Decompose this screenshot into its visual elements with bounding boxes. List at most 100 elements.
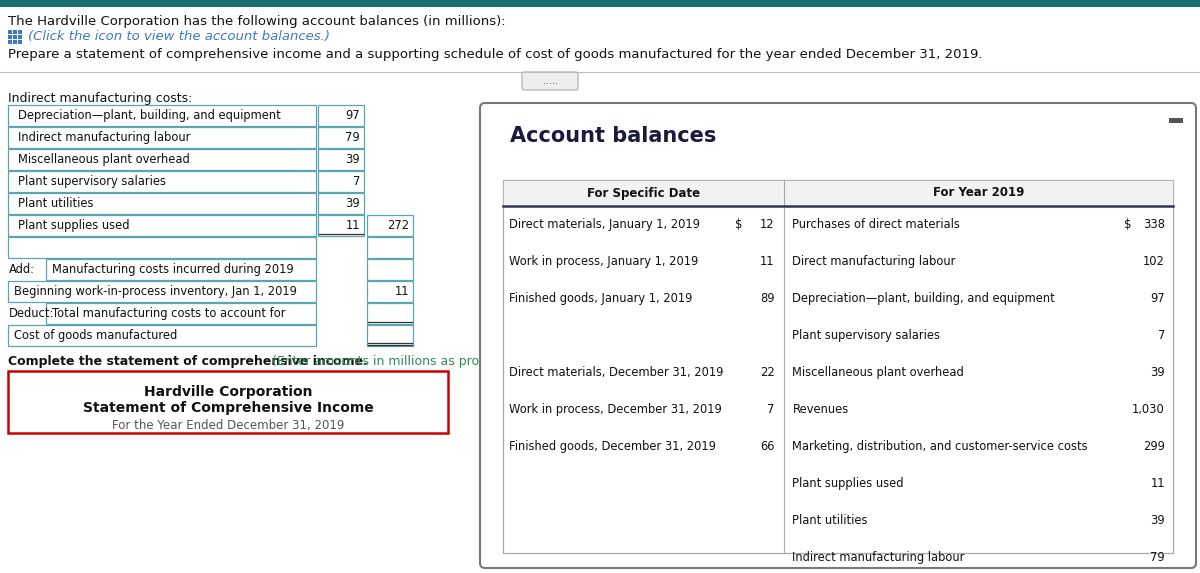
Bar bbox=[318, 105, 364, 126]
Bar bbox=[8, 35, 12, 39]
Text: Plant supplies used: Plant supplies used bbox=[792, 477, 904, 490]
Text: Prepare a statement of comprehensive income and a supporting schedule of cost of: Prepare a statement of comprehensive inc… bbox=[8, 48, 983, 61]
Text: 338: 338 bbox=[1142, 218, 1165, 231]
Bar bbox=[46, 259, 316, 280]
Text: 7: 7 bbox=[1158, 329, 1165, 342]
Text: Miscellaneous plant overhead: Miscellaneous plant overhead bbox=[792, 366, 964, 379]
Bar bbox=[8, 237, 316, 258]
Bar bbox=[18, 40, 22, 44]
Text: 11: 11 bbox=[346, 219, 360, 232]
Bar bbox=[1169, 118, 1183, 123]
Bar bbox=[8, 371, 448, 433]
Text: 97: 97 bbox=[1151, 292, 1165, 305]
Text: 299: 299 bbox=[1144, 440, 1165, 453]
Text: 79: 79 bbox=[346, 131, 360, 144]
Text: Marketing, distribution, and customer-service costs: Marketing, distribution, and customer-se… bbox=[792, 440, 1088, 453]
FancyBboxPatch shape bbox=[480, 103, 1196, 568]
Text: 89: 89 bbox=[760, 292, 774, 305]
Text: Statement of Comprehensive Income: Statement of Comprehensive Income bbox=[83, 401, 373, 415]
Bar bbox=[367, 259, 413, 280]
Text: (Click the icon to view the account balances.): (Click the icon to view the account bala… bbox=[28, 30, 330, 43]
Text: 22: 22 bbox=[760, 366, 774, 379]
Bar bbox=[318, 171, 364, 192]
Text: Plant utilities: Plant utilities bbox=[18, 197, 94, 210]
Bar bbox=[318, 215, 364, 236]
Bar bbox=[46, 303, 316, 324]
Text: Manufacturing costs incurred during 2019: Manufacturing costs incurred during 2019 bbox=[52, 263, 294, 276]
Text: 1,030: 1,030 bbox=[1133, 403, 1165, 416]
Text: Work in process, January 1, 2019: Work in process, January 1, 2019 bbox=[509, 255, 698, 268]
Text: Revenues: Revenues bbox=[792, 403, 848, 416]
Text: Hardville Corporation: Hardville Corporation bbox=[144, 385, 312, 399]
Text: Miscellaneous plant overhead: Miscellaneous plant overhead bbox=[18, 153, 190, 166]
Text: Plant supervisory salaries: Plant supervisory salaries bbox=[792, 329, 941, 342]
Text: Depreciation—plant, building, and equipment: Depreciation—plant, building, and equipm… bbox=[18, 109, 281, 122]
Text: 39: 39 bbox=[1151, 366, 1165, 379]
Bar bbox=[18, 35, 22, 39]
Text: Indirect manufacturing labour: Indirect manufacturing labour bbox=[18, 131, 191, 144]
Bar bbox=[367, 215, 413, 236]
Text: Plant supplies used: Plant supplies used bbox=[18, 219, 130, 232]
Text: The Hardville Corporation has the following account balances (in millions):: The Hardville Corporation has the follow… bbox=[8, 15, 505, 28]
Bar bbox=[367, 303, 413, 324]
Text: Plant utilities: Plant utilities bbox=[792, 514, 868, 527]
Text: Total manufacturing costs to account for: Total manufacturing costs to account for bbox=[52, 307, 286, 320]
Text: 39: 39 bbox=[346, 153, 360, 166]
Bar bbox=[503, 180, 1174, 553]
FancyBboxPatch shape bbox=[522, 72, 578, 90]
Text: Direct materials, January 1, 2019: Direct materials, January 1, 2019 bbox=[509, 218, 700, 231]
Bar bbox=[8, 127, 316, 148]
Text: $: $ bbox=[1123, 218, 1132, 231]
Bar bbox=[318, 127, 364, 148]
Bar bbox=[367, 281, 413, 302]
Text: Work in process, December 31, 2019: Work in process, December 31, 2019 bbox=[509, 403, 721, 416]
Bar bbox=[13, 30, 17, 34]
Text: 39: 39 bbox=[1151, 514, 1165, 527]
Text: Depreciation—plant, building, and equipment: Depreciation—plant, building, and equipm… bbox=[792, 292, 1055, 305]
Text: 11: 11 bbox=[1151, 477, 1165, 490]
Text: 12: 12 bbox=[760, 218, 774, 231]
Text: Complete the statement of comprehensive income.: Complete the statement of comprehensive … bbox=[8, 355, 372, 368]
Text: 39: 39 bbox=[346, 197, 360, 210]
Text: $: $ bbox=[736, 218, 743, 231]
Text: Add:: Add: bbox=[10, 263, 35, 276]
Text: 7: 7 bbox=[767, 403, 774, 416]
Bar bbox=[503, 180, 1174, 206]
Text: 66: 66 bbox=[760, 440, 774, 453]
Text: (Enter amounts in millions as pro: (Enter amounts in millions as pro bbox=[272, 355, 479, 368]
Bar bbox=[8, 30, 12, 34]
Text: Indirect manufacturing costs:: Indirect manufacturing costs: bbox=[8, 92, 192, 105]
Bar bbox=[8, 215, 316, 236]
Text: Indirect manufacturing labour: Indirect manufacturing labour bbox=[792, 551, 965, 564]
Bar bbox=[8, 193, 316, 214]
Text: Account balances: Account balances bbox=[510, 126, 716, 146]
Bar bbox=[8, 40, 12, 44]
Bar bbox=[318, 149, 364, 170]
Text: For Specific Date: For Specific Date bbox=[587, 186, 701, 199]
Text: 97: 97 bbox=[346, 109, 360, 122]
Bar bbox=[367, 237, 413, 258]
Text: 79: 79 bbox=[1151, 551, 1165, 564]
Bar bbox=[8, 105, 316, 126]
Text: Finished goods, December 31, 2019: Finished goods, December 31, 2019 bbox=[509, 440, 716, 453]
Text: 102: 102 bbox=[1144, 255, 1165, 268]
Text: .....: ..... bbox=[542, 76, 558, 86]
Bar bbox=[8, 171, 316, 192]
Text: Deduct:: Deduct: bbox=[10, 307, 54, 320]
Text: For the Year Ended December 31, 2019: For the Year Ended December 31, 2019 bbox=[112, 419, 344, 432]
Text: For Year 2019: For Year 2019 bbox=[934, 186, 1025, 199]
Bar bbox=[318, 193, 364, 214]
Bar bbox=[367, 325, 413, 346]
Text: Finished goods, January 1, 2019: Finished goods, January 1, 2019 bbox=[509, 292, 692, 305]
Bar bbox=[8, 149, 316, 170]
Text: Cost of goods manufactured: Cost of goods manufactured bbox=[14, 329, 178, 342]
Bar bbox=[8, 325, 316, 346]
Text: Direct manufacturing labour: Direct manufacturing labour bbox=[792, 255, 955, 268]
Bar bbox=[0, 0, 1200, 7]
Text: 11: 11 bbox=[760, 255, 774, 268]
Text: Plant supervisory salaries: Plant supervisory salaries bbox=[18, 175, 166, 188]
Bar bbox=[18, 30, 22, 34]
Bar bbox=[13, 40, 17, 44]
Text: 11: 11 bbox=[395, 285, 409, 298]
Text: Purchases of direct materials: Purchases of direct materials bbox=[792, 218, 960, 231]
